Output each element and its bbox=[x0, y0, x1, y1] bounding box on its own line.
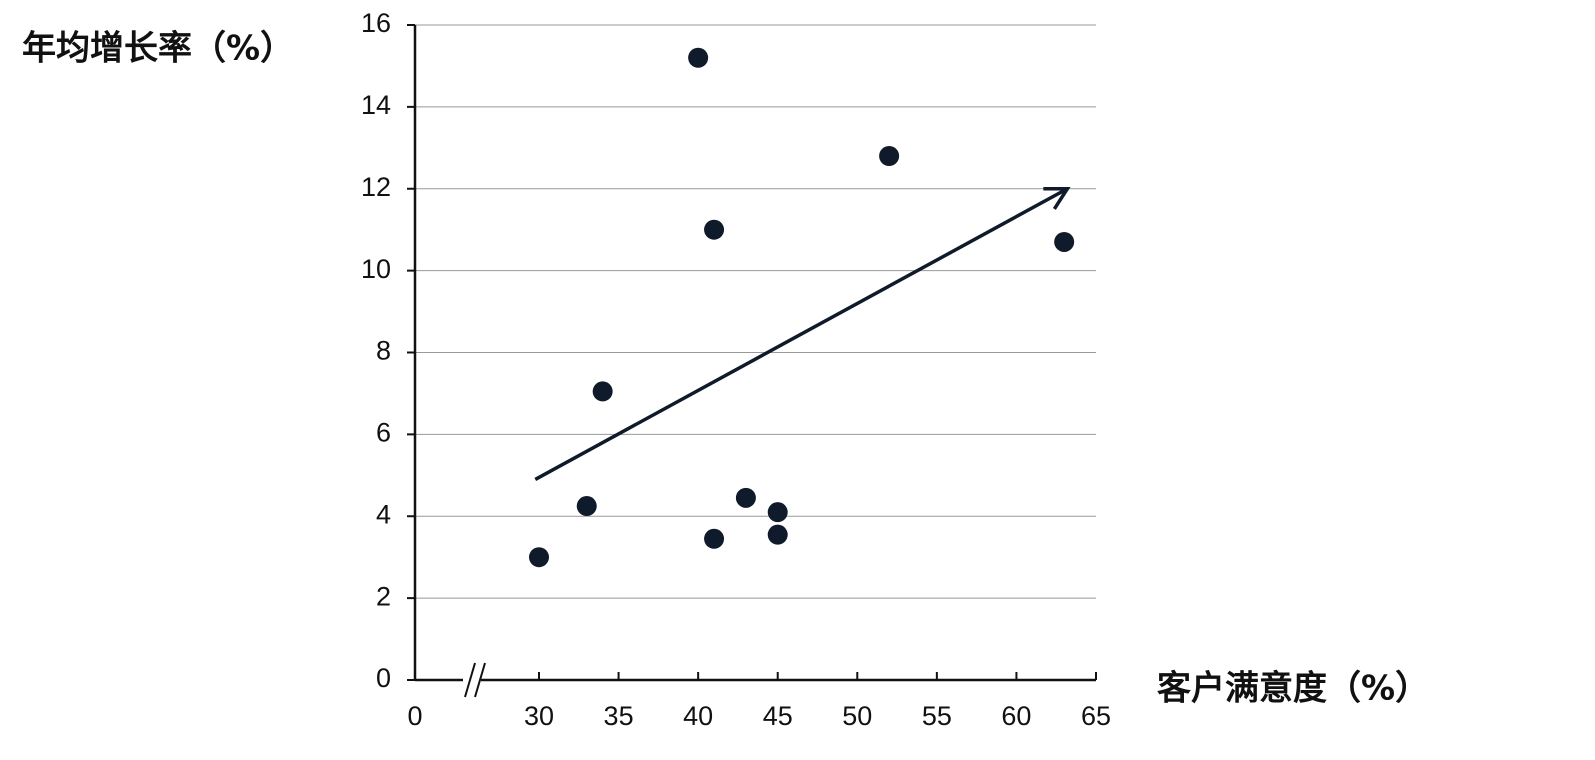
arrow-head bbox=[1043, 186, 1071, 210]
axis-break bbox=[474, 662, 486, 698]
point bbox=[704, 528, 725, 549]
y-tick-label: 0 bbox=[376, 663, 391, 693]
x-tick-label: 0 bbox=[407, 701, 422, 731]
y-tick-label: 2 bbox=[376, 581, 391, 611]
x-tick-label: 30 bbox=[524, 701, 554, 731]
x-tick-label: 65 bbox=[1081, 701, 1111, 731]
point bbox=[529, 547, 549, 568]
x-tick-label: 35 bbox=[604, 701, 634, 731]
point bbox=[688, 47, 709, 68]
x-tick-label: 40 bbox=[683, 701, 713, 731]
point bbox=[735, 487, 756, 508]
point bbox=[879, 146, 900, 166]
x-tick-label: 60 bbox=[1001, 701, 1031, 731]
point bbox=[767, 502, 788, 523]
axis-break-gap bbox=[463, 674, 481, 686]
x-tick-label: 55 bbox=[922, 701, 952, 731]
point bbox=[767, 524, 788, 545]
x-tick-label: 45 bbox=[763, 701, 793, 731]
point bbox=[592, 381, 613, 402]
axis-break bbox=[464, 662, 476, 698]
y-tick-label: 10 bbox=[361, 254, 391, 284]
y-tick-label: 6 bbox=[376, 418, 391, 448]
point bbox=[1054, 231, 1075, 252]
point bbox=[704, 219, 725, 240]
x-axis-title: 客户满意度（%） bbox=[1157, 669, 1429, 709]
x-tick-label: 50 bbox=[842, 701, 872, 731]
y-tick-label: 14 bbox=[361, 90, 391, 120]
y-axis-title: 年均增长率（%） bbox=[22, 29, 294, 69]
y-tick-label: 16 bbox=[361, 8, 391, 38]
point bbox=[576, 496, 597, 517]
y-tick-label: 8 bbox=[376, 336, 391, 366]
y-tick-label: 12 bbox=[361, 172, 391, 202]
y-tick-label: 4 bbox=[376, 499, 391, 529]
trend-arrow bbox=[534, 187, 1069, 481]
